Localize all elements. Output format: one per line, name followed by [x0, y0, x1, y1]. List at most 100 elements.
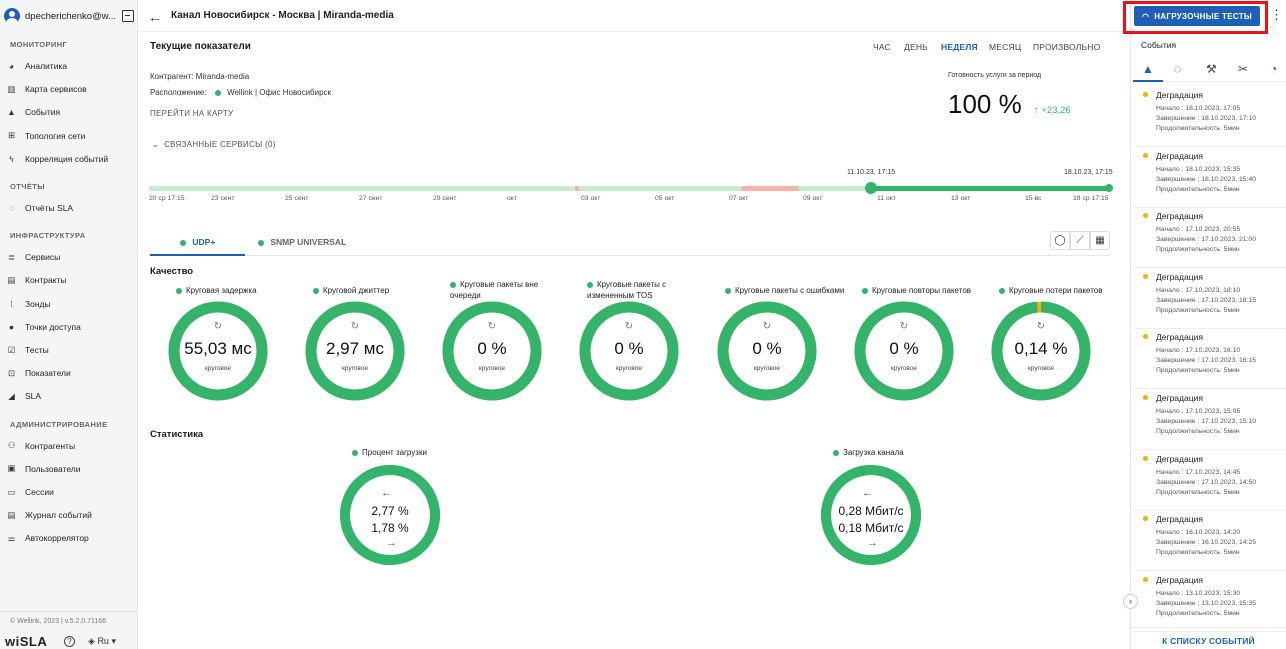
sidebar-item[interactable]: ≣ Сервисы: [6, 247, 132, 267]
metric-gauge[interactable]: ↻ 55,03 мс круговое: [168, 301, 268, 401]
event-item[interactable]: Деградация Начало : 17.10.2023, 14:45 Заве…: [1133, 451, 1286, 511]
help-icon[interactable]: ?: [64, 636, 75, 647]
sidebar-item[interactable]: ▣ Пользователи: [6, 459, 132, 479]
sidebar-item[interactable]: ◢ SLA: [6, 386, 132, 406]
event-title: Деградация: [1156, 574, 1203, 585]
sidebar-item[interactable]: ⚇ Контрагенты: [6, 436, 132, 456]
kebab-menu-icon[interactable]: ⋮: [1270, 7, 1283, 22]
refresh-icon[interactable]: ↻: [213, 321, 223, 332]
checkbox-icon: ☑: [7, 344, 16, 355]
event-start: Начало : 13.10.2023, 15:30: [1156, 589, 1241, 597]
sidebar-item[interactable]: ▤ Контракты: [6, 270, 132, 290]
tools-tab-icon[interactable]: ⚒: [1206, 62, 1217, 76]
logout-icon[interactable]: [122, 10, 134, 22]
line-chart-view-button[interactable]: ⟋: [1070, 231, 1090, 250]
refresh-icon[interactable]: ↻: [350, 321, 360, 332]
table-view-button[interactable]: ▦: [1090, 231, 1110, 250]
timeline-track[interactable]: [149, 186, 1111, 191]
go-to-map-link[interactable]: ПЕРЕЙТИ НА КАРТУ: [150, 109, 234, 118]
sliders-icon: ⚌: [7, 532, 16, 543]
sidebar-item[interactable]: ▭ Сессии: [6, 482, 132, 502]
related-services-toggle[interactable]: ⌄ СВЯЗАННЫЕ СЕРВИСЫ (0): [152, 140, 276, 149]
event-item[interactable]: Деградация Начало : 17.10.2023, 18:10 Заве…: [1133, 269, 1286, 329]
metric-value: 55,03 мс: [184, 339, 252, 358]
period-tab[interactable]: ДЕНЬ: [904, 42, 928, 52]
refresh-icon[interactable]: ↻: [1036, 321, 1046, 332]
avatar[interactable]: [4, 8, 20, 24]
period-tab[interactable]: МЕСЯЦ: [989, 42, 1022, 52]
sidebar-item[interactable]: ▤ Журнал событий: [6, 505, 132, 525]
timeline-tick-label: 03 окт: [581, 195, 601, 202]
people-icon: ⚇: [7, 440, 16, 451]
sidebar-item[interactable]: ⚌ Автокоррелятор: [6, 528, 132, 548]
period-tab[interactable]: ЧАС: [873, 42, 891, 52]
timeline-start-handle[interactable]: [865, 182, 877, 194]
sidebar-item[interactable]: ⊡ Показатели: [6, 363, 132, 383]
metric-value: 0,14 %: [1014, 339, 1068, 358]
sidebar-item[interactable]: ▥ Карта сервисов: [6, 79, 132, 99]
to-events-list-link[interactable]: К СПИСКУ СОБЫТИЙ: [1131, 627, 1286, 649]
stat-gauge[interactable]: ← 2,77 % 1,78 % →: [338, 463, 442, 567]
warning-tab-icon[interactable]: ▲: [1142, 62, 1154, 76]
metric-label-text: Круговые потери пакетов: [1009, 286, 1103, 295]
event-item[interactable]: Деградация Начало : 13.10.2023, 15:30 Заве…: [1133, 572, 1286, 632]
sidebar-item[interactable]: ▲ События: [6, 102, 132, 122]
language-select[interactable]: ◈ Ru ▾: [88, 636, 116, 646]
event-item[interactable]: Деградация Начало : 16.10.2023, 14:20 Заве…: [1133, 511, 1286, 572]
sidebar-item[interactable]: ϟ Корреляция событий: [6, 149, 132, 169]
sidebar-item[interactable]: ◕ Аналитика: [6, 56, 132, 76]
metric-label-text: Круговой джиттер: [323, 286, 390, 295]
gauge-view-button[interactable]: ◯: [1050, 231, 1070, 250]
gauge-tab-icon[interactable]: ◔: [1270, 62, 1278, 76]
refresh-icon[interactable]: ↻: [762, 321, 772, 332]
period-tab[interactable]: ПРОИЗВОЛЬНО: [1033, 42, 1101, 52]
metric-gauge[interactable]: ↻ 0 % круговое: [579, 301, 679, 401]
line-chart-icon: ⟋: [1076, 235, 1084, 246]
tab-udp[interactable]: UDP+: [178, 237, 215, 247]
gauge-ring: [305, 301, 405, 401]
user-menu[interactable]: dpecherichenko@w...: [4, 6, 134, 26]
refresh-tab-icon[interactable]: ◌: [1174, 62, 1182, 76]
event-item[interactable]: Деградация Начало : 18.10.2023, 15:35 Заве…: [1133, 148, 1286, 208]
metric-gauge[interactable]: ↻ 2,97 мс круговое: [305, 301, 405, 401]
sidebar-item[interactable]: ☑ Тесты: [6, 340, 132, 360]
refresh-icon[interactable]: ↻: [624, 321, 634, 332]
load-tests-button[interactable]: ◠ НАГРУЗОЧНЫЕ ТЕСТЫ: [1134, 6, 1260, 26]
event-item[interactable]: Деградация Начало : 17.10.2023, 15:05 Заве…: [1133, 390, 1286, 450]
gauge-fill-arc: [854, 301, 954, 401]
timeline-end-handle[interactable]: [1105, 184, 1113, 192]
period-tab[interactable]: НЕДЕЛЯ: [941, 42, 978, 52]
metric-gauge[interactable]: ↻ 0,14 % круговое: [991, 301, 1091, 401]
scissors-tab-icon[interactable]: ✂: [1238, 62, 1249, 76]
event-item[interactable]: Деградация Начало : 18.10.2023, 17:05 Заве…: [1133, 87, 1286, 147]
timeline-tick-label: 23 сент: [211, 195, 235, 202]
metric-gauge[interactable]: ↻ 0 % круговое: [854, 301, 954, 401]
events-panel: [1130, 0, 1286, 649]
gauge-ring: [991, 301, 1091, 401]
availability-label: Готовность услуги за период: [948, 72, 1042, 79]
metric-gauge[interactable]: ↻ 0 % круговое: [717, 301, 817, 401]
theme-icon[interactable]: ◈: [88, 636, 95, 646]
tab-snmp[interactable]: SNMP UNIVERSAL: [256, 237, 346, 247]
sidebar-item[interactable]: ◌ Отчёты SLA: [6, 198, 132, 218]
stat-gauge[interactable]: ← 0,28 Мбит/с 0,18 Мбит/с →: [819, 463, 923, 567]
event-title: Деградация: [1156, 150, 1203, 161]
back-arrow-icon[interactable]: ←: [148, 9, 162, 25]
refresh-icon[interactable]: ↻: [487, 321, 497, 332]
sidebar-item[interactable]: ⊞ Топология сети: [6, 126, 132, 146]
sidebar-item[interactable]: ⁞ Зонды: [6, 294, 132, 314]
event-severity-dot: [1143, 273, 1148, 279]
timeline-range-start: 11.10.23, 17:15: [847, 169, 896, 176]
metric-status-dot: [999, 287, 1005, 294]
event-item[interactable]: Деградация Начало : 17.10.2023, 16:10 Заве…: [1133, 329, 1286, 390]
sidebar-item[interactable]: ● Точки доступа: [6, 317, 132, 337]
stat-label: Загрузка канала: [831, 448, 904, 457]
refresh-icon[interactable]: ↻: [899, 321, 909, 332]
sidebar-item-label: Тесты: [25, 345, 49, 355]
event-item[interactable]: Деградация Начало : 17.10.2023, 20:55 Заве…: [1133, 208, 1286, 269]
collapse-panel-button[interactable]: ›: [1123, 594, 1138, 609]
topology-icon: ⊞: [7, 130, 16, 141]
metric-gauge[interactable]: ↻ 0 % круговое: [442, 301, 542, 401]
timeline-tick-label: 25 сент: [285, 195, 309, 202]
